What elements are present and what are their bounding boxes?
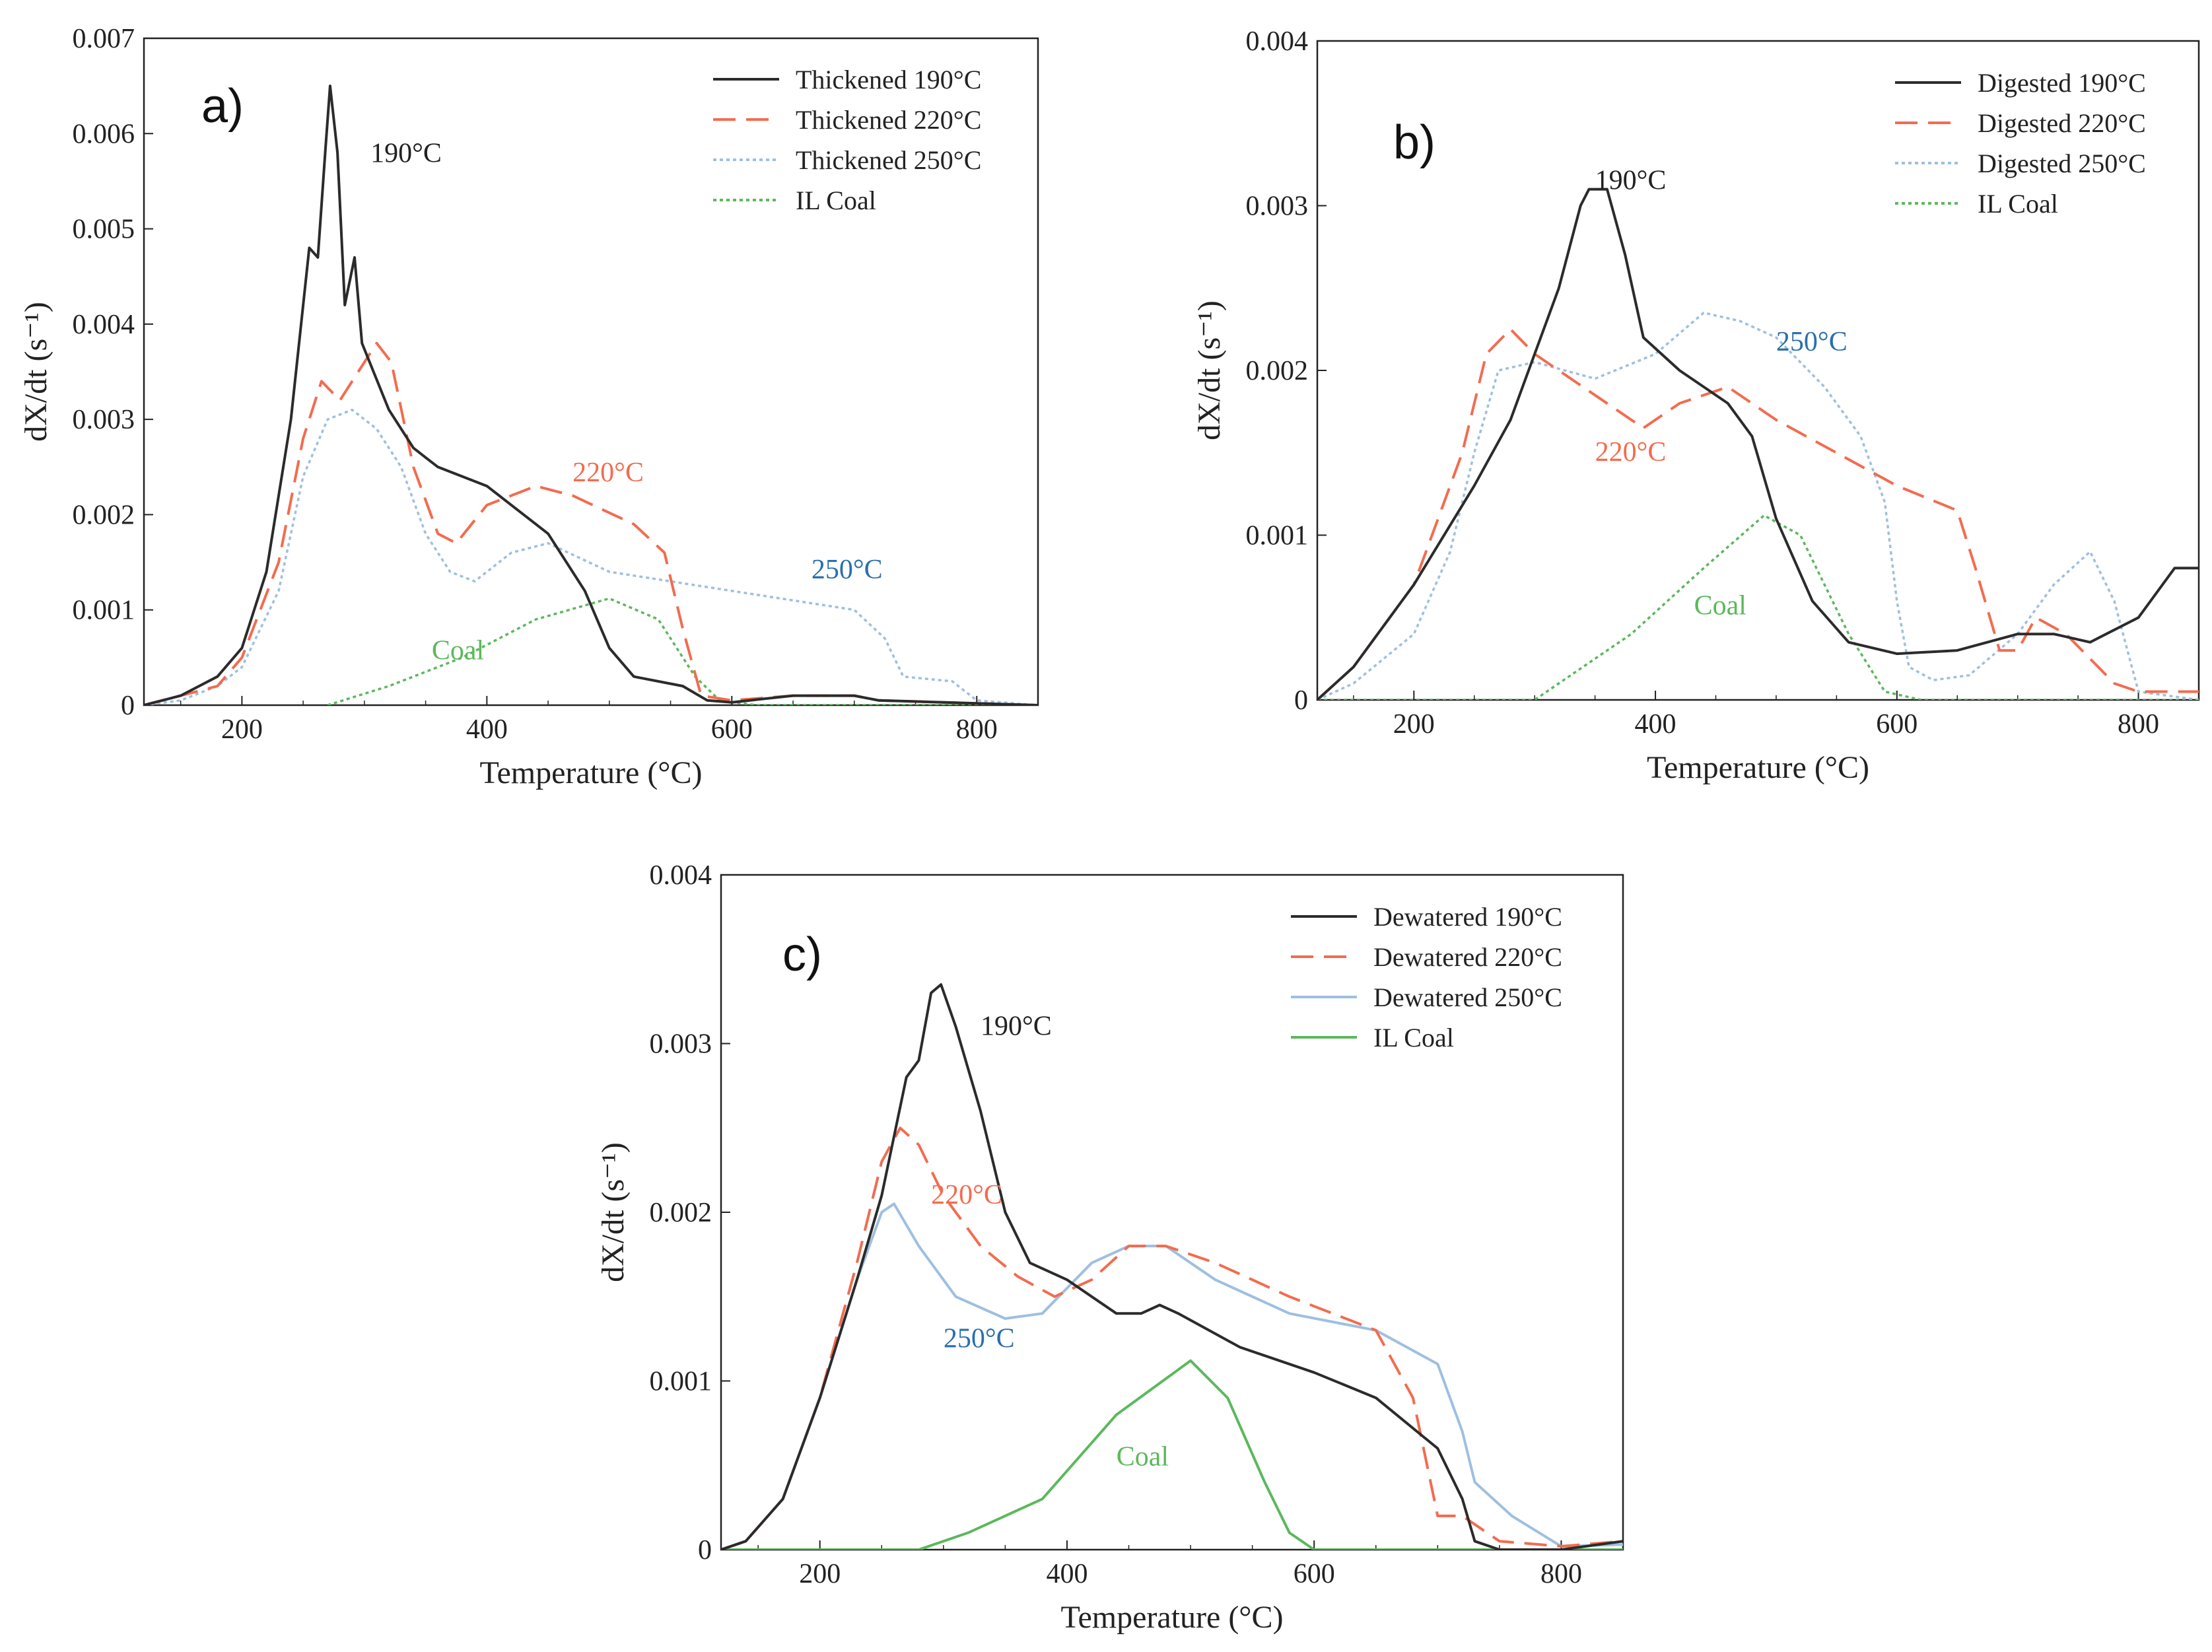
- y-tick-label: 0.002: [650, 1198, 712, 1228]
- panel-c: 200 400 600 800 0 0.001 0.002 0.003 0.004 Tempera…: [596, 860, 1624, 1635]
- y-axis-title: dX/dt (s⁻¹): [596, 1142, 631, 1282]
- x-tick-label: 800: [956, 714, 998, 745]
- series-line: [144, 85, 1038, 705]
- legend-label: Thickened 220°C: [796, 105, 981, 135]
- y-tick-label: 0.003: [73, 405, 135, 435]
- y-tick-label: 0.003: [650, 1029, 712, 1060]
- series-line: [144, 341, 1038, 705]
- x-tick-label: 400: [1635, 709, 1676, 740]
- curve-annotation: 250°C: [812, 555, 883, 585]
- y-tick-label: 0.004: [1246, 26, 1309, 57]
- legend-label: Digested 250°C: [1978, 149, 2146, 178]
- curve-annotation: Coal: [432, 636, 484, 666]
- panel-b: 200 400 600 800 0 0.001 0.002 0.003 0.004 Tempera…: [1192, 26, 2200, 785]
- y-tick-label: 0: [698, 1535, 712, 1566]
- y-tick-label: 0.001: [1246, 521, 1309, 551]
- y-tick-label: 0.001: [650, 1367, 712, 1397]
- y-tick-label: 0: [1294, 685, 1308, 716]
- x-tick-label: 600: [1876, 709, 1918, 740]
- y-tick-label: 0.004: [650, 860, 712, 891]
- curve-annotation: 190°C: [1595, 166, 1667, 196]
- y-tick-label: 0.003: [1246, 191, 1309, 222]
- legend-label: Dewatered 250°C: [1373, 982, 1562, 1012]
- plot-frame: [143, 37, 1039, 706]
- legend-label: IL Coal: [1373, 1023, 1454, 1052]
- curve-annotation: 250°C: [944, 1323, 1015, 1354]
- plot-frame: [1316, 40, 2200, 701]
- y-tick-label: 0.006: [73, 119, 135, 149]
- curve-annotation: 190°C: [981, 1012, 1052, 1042]
- legend-label: Dewatered 190°C: [1373, 902, 1562, 932]
- y-tick-label: 0: [121, 691, 135, 721]
- y-tick-label: 0.005: [73, 215, 135, 245]
- legend-label: Dewatered 220°C: [1373, 942, 1562, 972]
- y-tick-label: 0.004: [73, 310, 135, 340]
- legend-label: Thickened 250°C: [796, 145, 981, 175]
- x-tick-label: 600: [711, 714, 753, 745]
- x-axis-title: Temperature (°C): [1647, 750, 1869, 785]
- series-line: [721, 1126, 1623, 1550]
- legend-label: Digested 220°C: [1978, 108, 2146, 138]
- x-tick-label: 800: [2118, 709, 2159, 740]
- y-tick-label: 0.002: [1246, 356, 1309, 386]
- curve-annotation: 220°C: [572, 458, 644, 488]
- curve-annotation: 220°C: [1595, 437, 1667, 467]
- legend-label: IL Coal: [796, 186, 876, 215]
- x-tick-label: 200: [799, 1559, 841, 1589]
- series-line: [1317, 188, 2199, 700]
- x-tick-label: 800: [1540, 1559, 1582, 1589]
- curve-annotation: Coal: [1117, 1441, 1169, 1472]
- series-line: [144, 408, 1038, 705]
- panel-label: b): [1393, 116, 1435, 169]
- curve-annotation: 250°C: [1776, 327, 1848, 357]
- y-axis-title: dX/dt (s⁻¹): [1192, 300, 1227, 440]
- x-tick-label: 400: [1046, 1559, 1088, 1589]
- panel-a: 200 400 600 800 0 0.001 0.002 0.003 0.004 0.005 0.…: [18, 24, 1039, 790]
- curve-annotation: 220°C: [931, 1180, 1002, 1210]
- series-line: [1317, 514, 2199, 700]
- x-tick-label: 400: [466, 714, 508, 745]
- y-tick-label: 0.007: [73, 24, 135, 54]
- series-line: [721, 983, 1623, 1550]
- x-axis-title: Temperature (°C): [1060, 1600, 1283, 1635]
- series-line: [721, 1359, 1623, 1550]
- series-line: [1317, 311, 2199, 700]
- y-tick-label: 0.002: [73, 500, 135, 530]
- legend-label: Thickened 190°C: [796, 65, 981, 94]
- x-tick-label: 200: [1393, 709, 1435, 740]
- series-line: [721, 1202, 1623, 1550]
- series-line: [1317, 327, 2199, 700]
- y-tick-label: 0.001: [73, 596, 135, 626]
- y-axis-title: dX/dt (s⁻¹): [18, 302, 53, 442]
- panel-label: a): [201, 80, 244, 133]
- legend-label: Digested 190°C: [1978, 68, 2146, 98]
- x-axis-title: Temperature (°C): [479, 755, 702, 790]
- x-tick-label: 200: [221, 714, 263, 745]
- plot-frame: [720, 874, 1624, 1551]
- panel-label: c): [782, 928, 822, 981]
- legend-label: IL Coal: [1978, 189, 2058, 219]
- curve-annotation: Coal: [1694, 590, 1746, 621]
- curve-annotation: 190°C: [370, 139, 442, 169]
- x-tick-label: 600: [1294, 1559, 1335, 1589]
